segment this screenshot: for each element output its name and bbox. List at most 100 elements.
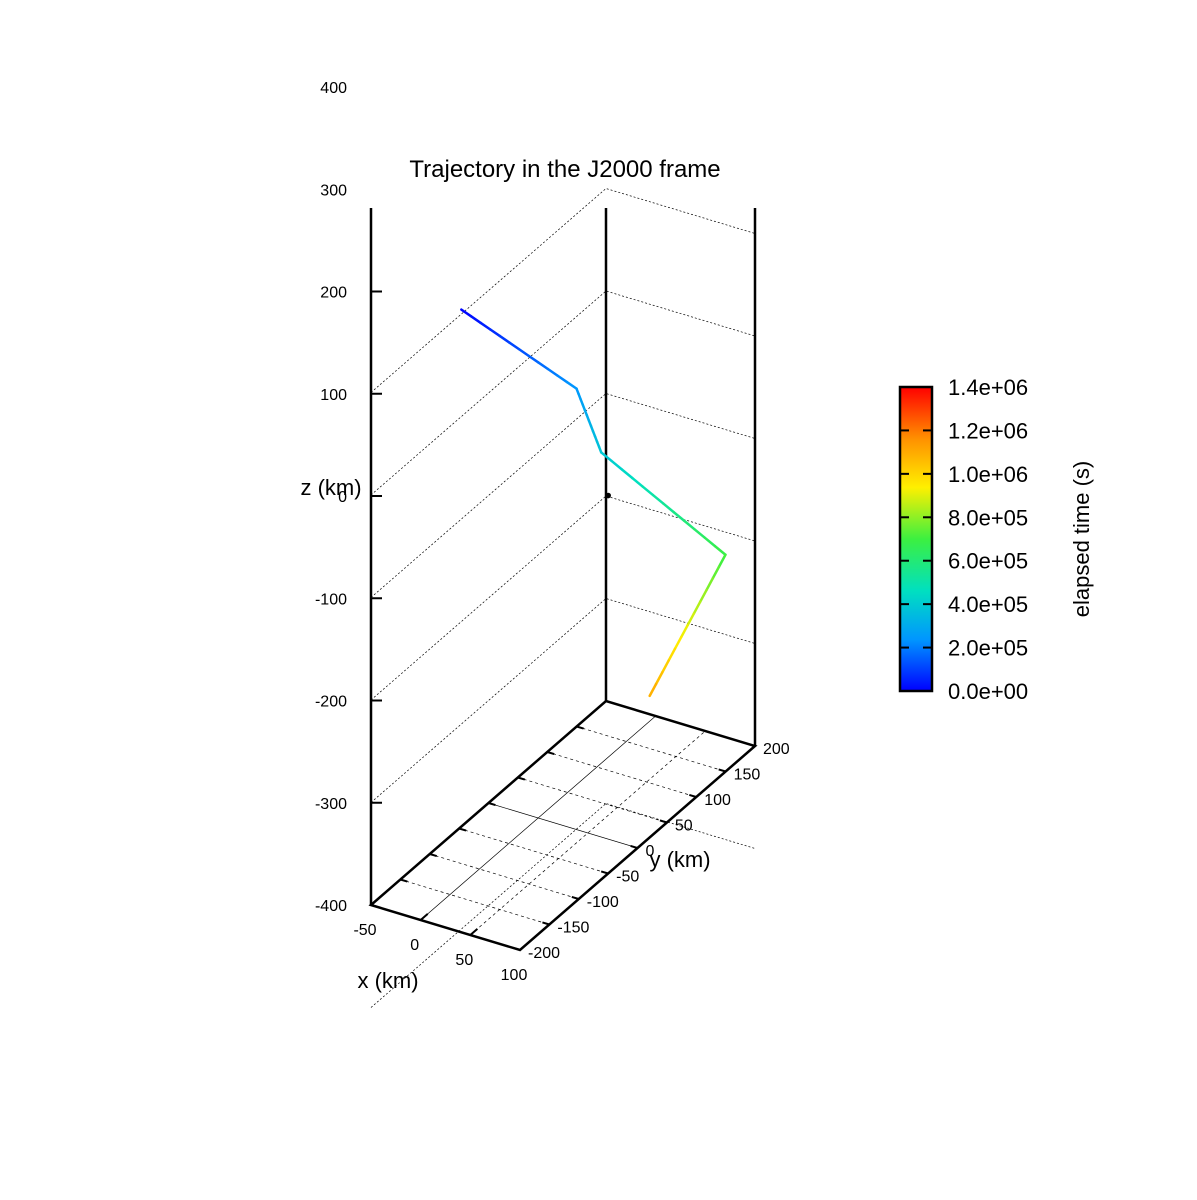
- y-tick-mark: [571, 895, 580, 900]
- y-tick-mark: [718, 768, 726, 773]
- y-tick-label: 200: [763, 741, 790, 758]
- z-gridline: [370, 700, 756, 906]
- trajectory-segment: [703, 536, 717, 548]
- y-tick-mark: [600, 870, 609, 875]
- trajectory-segment: [556, 374, 569, 384]
- trajectory-segment: [661, 659, 670, 674]
- trajectory-segment: [667, 647, 677, 662]
- x-tick-mark: [420, 913, 429, 921]
- x-tick-label: 100: [501, 967, 528, 984]
- trajectory-segment: [469, 314, 482, 325]
- trajectory-segment: [508, 341, 521, 351]
- y-tick-label: -200: [528, 945, 560, 962]
- trajectory-segment: [673, 635, 683, 651]
- back-wall-grid: [370, 188, 756, 1008]
- y-axis-label: y (km): [649, 847, 710, 872]
- y-tick-label: -50: [616, 869, 639, 886]
- colorbar-gradient: [898, 385, 934, 693]
- trajectory-segment: [713, 544, 727, 556]
- colorbar-tick-label: 1.4e+06: [948, 375, 1028, 400]
- trajectory-segment: [460, 308, 473, 318]
- z-gridline: [370, 290, 756, 496]
- y-tick-label: -100: [587, 894, 619, 911]
- trajectory-segment: [682, 519, 696, 531]
- trajectory-segment: [680, 624, 689, 639]
- y-tick-label: 150: [734, 767, 761, 784]
- z-tick-label: 300: [320, 182, 347, 199]
- y-tick-label: 0: [646, 843, 655, 860]
- trajectory-segment: [692, 600, 702, 615]
- z-tick-label: 400: [320, 80, 347, 97]
- trajectory-segment: [705, 577, 715, 592]
- trajectory-marker: [605, 492, 611, 499]
- trajectory-segment: [517, 347, 530, 357]
- z-tick-label: -300: [315, 796, 347, 813]
- y-tick-label: 100: [704, 792, 731, 809]
- chart-title: Trajectory in the J2000 frame: [409, 156, 720, 183]
- trajectory-segment: [693, 527, 707, 539]
- trajectory-segment: [565, 380, 578, 390]
- y-tick-mark: [458, 827, 467, 832]
- trajectory-segment: [672, 510, 686, 522]
- z-axis-label: z (km): [300, 475, 361, 500]
- colorbar-tick-label: 1.0e+06: [948, 462, 1028, 487]
- y-tick-label: 50: [675, 818, 693, 835]
- x-gridline: [420, 715, 656, 921]
- y-tick-mark: [517, 776, 526, 781]
- trajectory-segment: [651, 493, 665, 505]
- axis-ticks: -400 -300 -200 -100 0 100 200 300 400 -200 -150 -10…: [315, 80, 790, 984]
- y-gridline: [459, 828, 609, 874]
- y-tick-mark: [630, 844, 638, 849]
- axes-frame: [368, 208, 758, 952]
- x-tick-label: 50: [455, 952, 473, 969]
- y-tick-mark: [542, 921, 550, 926]
- z-gridline: [370, 393, 756, 598]
- trajectory-segment: [488, 328, 502, 338]
- trajectory-line: [460, 308, 727, 698]
- trajectory-segment: [698, 588, 708, 604]
- colorbar-tick-label: 2.0e+05: [948, 636, 1028, 661]
- z-tick-label: 0: [338, 489, 347, 506]
- z-gridline: [370, 188, 756, 393]
- y-gridline: [400, 879, 550, 925]
- trajectory-segment: [648, 682, 658, 698]
- trajectory-segment: [546, 367, 559, 377]
- y-tick-mark: [659, 819, 668, 824]
- y-gridline: [517, 777, 667, 823]
- trajectory-segment: [686, 612, 696, 627]
- z-tick-label: -100: [315, 591, 347, 608]
- trajectory-segment: [498, 334, 511, 344]
- y-tick-mark: [429, 853, 437, 858]
- trajectory-segment: [631, 476, 644, 488]
- trajectory-segment: [527, 354, 540, 364]
- trajectory-segment: [641, 485, 655, 497]
- trajectory-segment: [610, 459, 624, 471]
- y-gridline: [576, 726, 726, 772]
- colorbar: 0.0e+00 2.0e+05 4.0e+05 6.0e+05 8.0e+05 1.0e+…: [898, 375, 1028, 704]
- colorbar-tick-label: 1.2e+06: [948, 418, 1028, 443]
- colorbar-tick-label: 4.0e+05: [948, 592, 1028, 617]
- colorbar-tick-label: 8.0e+05: [948, 505, 1028, 530]
- trajectory-segment: [479, 321, 492, 331]
- z-gridline: [370, 495, 756, 701]
- y-gridline: [547, 751, 697, 798]
- trajectory-segment: [711, 565, 721, 580]
- colorbar-label: elapsed time (s): [1069, 461, 1094, 618]
- colorbar-tick-label: 0.0e+00: [948, 679, 1028, 704]
- trajectory-segment: [662, 502, 675, 514]
- x-tick-label: 0: [410, 937, 419, 954]
- x-tick-mark: [469, 928, 479, 936]
- y-tick-mark: [546, 751, 555, 756]
- trajectory-segment: [536, 361, 549, 371]
- trajectory-segment: [717, 553, 727, 568]
- y-gridline: [488, 802, 638, 849]
- y-tick-mark: [576, 725, 584, 730]
- y-tick-mark: [400, 878, 408, 883]
- y-tick-mark: [488, 802, 496, 807]
- trajectory-segment: [620, 468, 634, 480]
- trajectory-segment: [654, 671, 664, 686]
- z-tick-label: 100: [320, 387, 347, 404]
- z-gridline: [370, 598, 756, 803]
- z-tick-label: -200: [315, 694, 347, 711]
